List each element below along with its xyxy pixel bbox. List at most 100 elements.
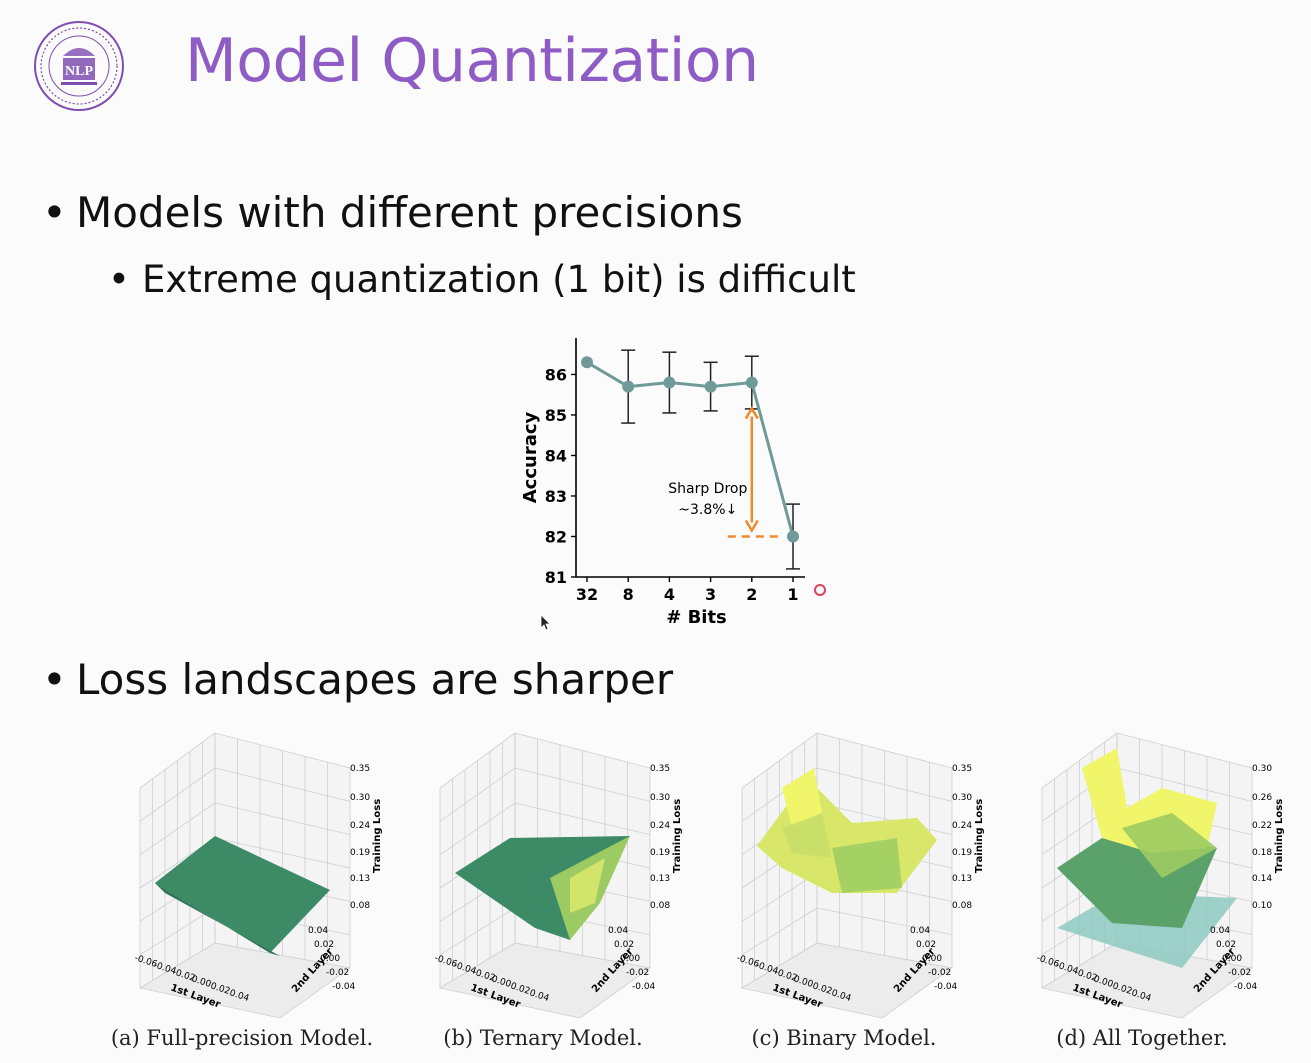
loss-surface: [832, 838, 902, 893]
y-tick-label: 84: [545, 446, 567, 465]
y-tick-label: 86: [545, 365, 567, 384]
z-tick-label: 0.08: [350, 901, 370, 911]
y-axis-label: Accuracy: [520, 411, 541, 503]
z-tick-label: 0.26: [1252, 793, 1272, 803]
y-tick-label: 83: [545, 487, 567, 506]
mouse-cursor-icon: [540, 614, 551, 631]
y-tick-label: 81: [545, 568, 567, 587]
z-tick-label: 0.35: [350, 764, 370, 774]
drop-arrow-head-top: [744, 406, 759, 420]
grid-line: [139, 907, 216, 956]
loss-surface: [782, 813, 832, 858]
y-tick-label: 0.00: [922, 954, 942, 964]
y-tick-label: -0.04: [1234, 982, 1258, 992]
y-tick-label: 0.00: [320, 954, 340, 964]
university-seal-logo: NLP: [34, 21, 124, 111]
x-tick-label: 8: [623, 585, 634, 604]
x-tick-label: 4: [664, 585, 675, 604]
y-tick-label: 0.02: [314, 940, 334, 950]
y-tick-label: 0.04: [1210, 926, 1230, 936]
loss-landscape-binary: 0.08 0.13 0.19 0.24 0.30 0.35 Training Loss -0.…: [735, 732, 985, 1019]
annotation-sharp-drop: Sharp Drop: [668, 481, 747, 497]
loss-surface: [155, 836, 330, 953]
z-tick-label: 0.14: [1252, 874, 1272, 884]
z-tick-label: 0.13: [952, 874, 972, 884]
annotation-drop-value: ~3.8%↓: [678, 502, 737, 518]
x-axis-label: # Bits: [666, 607, 727, 628]
y-tick-label: -0.02: [928, 968, 951, 978]
data-point: [704, 380, 717, 393]
drop-arrow-head-bottom: [744, 519, 759, 533]
y-tick-label: 0.02: [614, 940, 634, 950]
bullet-2-text: Extreme quantization (1 bit) is difficul…: [142, 258, 856, 301]
x-tick-label: 3: [705, 585, 716, 604]
z-tick-label: 0.35: [650, 764, 670, 774]
x-tick-label: 1: [787, 585, 798, 604]
z-axis-label: Training Loss: [372, 799, 383, 873]
y-tick-label: 0.02: [1216, 940, 1236, 950]
data-point: [663, 376, 676, 389]
y-tick-label: 0.04: [308, 926, 328, 936]
y-tick-label: 82: [545, 527, 567, 546]
loss-surface: [570, 858, 605, 913]
z-tick-label: 0.24: [350, 821, 370, 831]
loss-landscape-full-precision: 0.08 0.13 0.19 0.24 0.30 0.35 Training Loss -0.…: [133, 732, 383, 1019]
z-tick-label: 0.30: [650, 793, 670, 803]
axes-floor: [740, 942, 953, 1019]
z-tick-label: 0.10: [1252, 901, 1272, 911]
z-tick-label: 0.19: [952, 848, 972, 858]
caption-all-together: (d) All Together.: [1056, 1026, 1228, 1050]
y-tick-label: 0.02: [916, 940, 936, 950]
y-tick-label: 0.00: [1222, 954, 1242, 964]
y-tick-label: -0.04: [332, 982, 356, 992]
z-axis-label: Training Loss: [974, 799, 985, 873]
x-tick-label: 2: [746, 585, 757, 604]
z-tick-label: 0.18: [1252, 848, 1272, 858]
z-tick-label: 0.35: [952, 764, 972, 774]
z-tick-label: 0.24: [650, 821, 670, 831]
z-axis-label: Training Loss: [672, 799, 683, 873]
y-tick-label: 0.04: [608, 926, 628, 936]
bullet-3: • Loss landscapes are sharper: [42, 655, 674, 704]
z-tick-label: 0.30: [350, 793, 370, 803]
y-tick-label: 0.00: [620, 954, 640, 964]
z-tick-label: 0.22: [1252, 821, 1272, 831]
loss-landscape-all-together: 0.10 0.14 0.18 0.22 0.26 0.30 Training Loss -0.…: [1035, 732, 1285, 1019]
y-tick-label: -0.04: [934, 982, 958, 992]
loss-landscape-ternary: 0.08 0.13 0.19 0.24 0.30 0.35 Training Loss -0.…: [433, 732, 683, 1019]
caption-full-precision: (a) Full-precision Model.: [110, 1026, 374, 1050]
data-point: [622, 380, 635, 393]
accuracy-line: [586, 361, 795, 537]
y-tick-label: -0.04: [632, 982, 656, 992]
y-tick-label: 85: [545, 406, 567, 425]
axes-floor: [1040, 942, 1253, 1019]
caption-ternary: (b) Ternary Model.: [443, 1026, 643, 1050]
loss-surface: [782, 768, 822, 828]
z-tick-label: 0.30: [952, 793, 972, 803]
axes-floor: [438, 942, 651, 1019]
axes-floor: [138, 942, 351, 1019]
loss-surface: [1122, 813, 1217, 878]
bullet-1-text: Models with different precisions: [76, 188, 743, 237]
bullet-2: • Extreme quantization (1 bit) is difficu…: [108, 258, 856, 301]
z-tick-label: 0.13: [650, 874, 670, 884]
bullet-3-text: Loss landscapes are sharper: [76, 655, 674, 704]
slide-title: Model Quantization: [185, 26, 759, 96]
grid-line: [741, 907, 818, 956]
z-tick-label: 0.19: [650, 848, 670, 858]
grid-line: [816, 907, 953, 936]
x-tick-label: 32: [576, 585, 598, 604]
grid-line: [439, 907, 516, 956]
data-point: [787, 530, 799, 543]
data-point: [745, 376, 758, 389]
logo-text: NLP: [65, 64, 93, 79]
z-tick-label: 0.08: [650, 901, 670, 911]
y-tick-label: -0.02: [326, 968, 349, 978]
y-tick-label: 0.04: [910, 926, 930, 936]
z-axis-label: Training Loss: [1274, 799, 1285, 873]
caption-binary: (c) Binary Model.: [751, 1026, 937, 1050]
pointer-dot-icon: [814, 584, 826, 596]
data-point: [581, 356, 593, 369]
z-tick-label: 0.19: [350, 848, 370, 858]
